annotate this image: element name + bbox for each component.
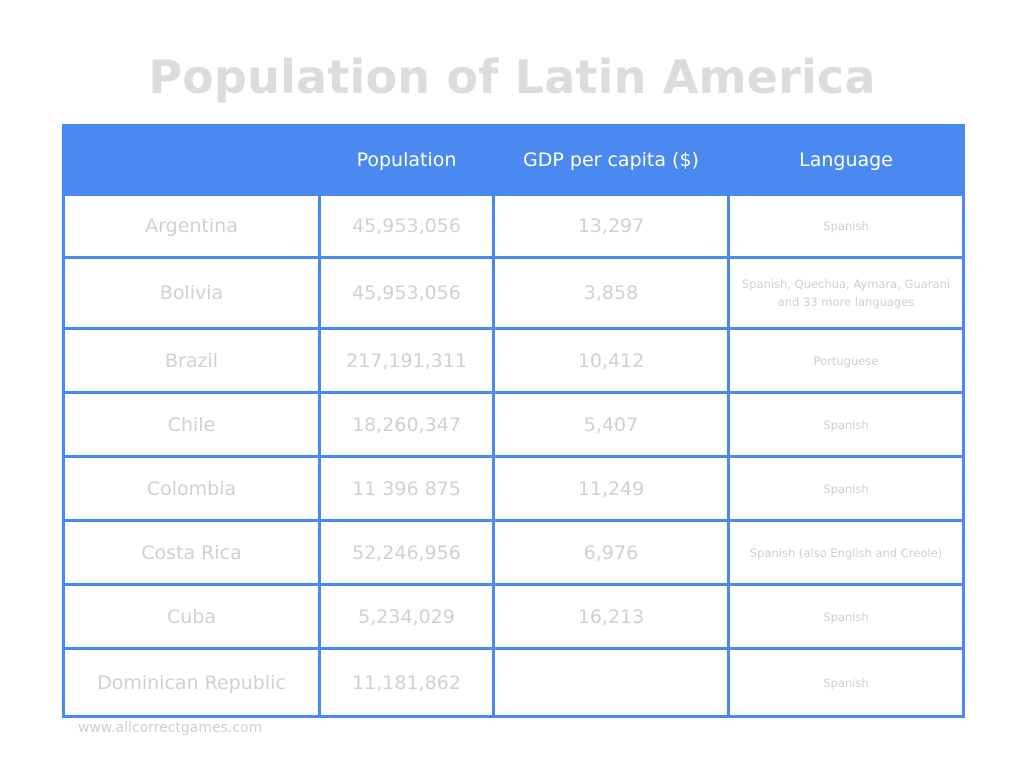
language-cell: Spanish (727, 583, 965, 650)
language-cell: Spanish (727, 647, 965, 718)
footer-url: www.allcorrectgames.com (78, 720, 263, 736)
table-header: Population GDP per capita ($) Language (62, 124, 965, 196)
header-gdp: GDP per capita ($) (492, 124, 730, 196)
population-cell: 11 396 875 (318, 455, 495, 522)
table-row: Brazil 217,191,311 10,412 Portuguese (62, 327, 965, 394)
header-language: Language (727, 124, 965, 196)
table-row: Cuba 5,234,029 16,213 Spanish (62, 583, 965, 650)
table-row: Dominican Republic 11,181,862 Spanish (62, 647, 965, 718)
population-cell: 52,246,956 (318, 519, 495, 586)
header-population: Population (318, 124, 495, 196)
page-title: Population of Latin America (148, 50, 876, 104)
country-cell: Argentina (62, 193, 321, 259)
table-row: Argentina 45,953,056 13,297 Spanish (62, 193, 965, 259)
gdp-cell: 6,976 (492, 519, 730, 586)
language-cell: Spanish (also English and Creole) (727, 519, 965, 586)
country-cell: Brazil (62, 327, 321, 394)
gdp-cell: 3,858 (492, 256, 730, 330)
population-cell: 217,191,311 (318, 327, 495, 394)
gdp-cell: 10,412 (492, 327, 730, 394)
gdp-cell: 11,249 (492, 455, 730, 522)
country-cell: Colombia (62, 455, 321, 522)
country-cell: Costa Rica (62, 519, 321, 586)
population-cell: 5,234,029 (318, 583, 495, 650)
population-table: Population GDP per capita ($) Language A… (62, 124, 965, 718)
language-cell: Spanish (727, 391, 965, 458)
gdp-cell: 16,213 (492, 583, 730, 650)
table-row: Colombia 11 396 875 11,249 Spanish (62, 455, 965, 522)
country-cell: Cuba (62, 583, 321, 650)
population-cell: 45,953,056 (318, 256, 495, 330)
language-cell: Spanish (727, 193, 965, 259)
country-cell: Dominican Republic (62, 647, 321, 718)
country-cell: Chile (62, 391, 321, 458)
table-row: Chile 18,260,347 5,407 Spanish (62, 391, 965, 458)
language-cell: Spanish (727, 455, 965, 522)
table-row: Costa Rica 52,246,956 6,976 Spanish (als… (62, 519, 965, 586)
population-cell: 45,953,056 (318, 193, 495, 259)
table-row: Bolivia 45,953,056 3,858 Spanish, Quechu… (62, 256, 965, 330)
gdp-cell: 13,297 (492, 193, 730, 259)
table-body: Argentina 45,953,056 13,297 Spanish Boli… (62, 193, 965, 718)
header-row: Population GDP per capita ($) Language (62, 124, 965, 196)
population-cell: 18,260,347 (318, 391, 495, 458)
gdp-cell: 5,407 (492, 391, 730, 458)
population-cell: 11,181,862 (318, 647, 495, 718)
language-cell: Portuguese (727, 327, 965, 394)
language-cell: Spanish, Quechua, Aymara, Guarani and 33… (727, 256, 965, 330)
header-country (62, 124, 321, 196)
country-cell: Bolivia (62, 256, 321, 330)
gdp-cell (492, 647, 730, 718)
